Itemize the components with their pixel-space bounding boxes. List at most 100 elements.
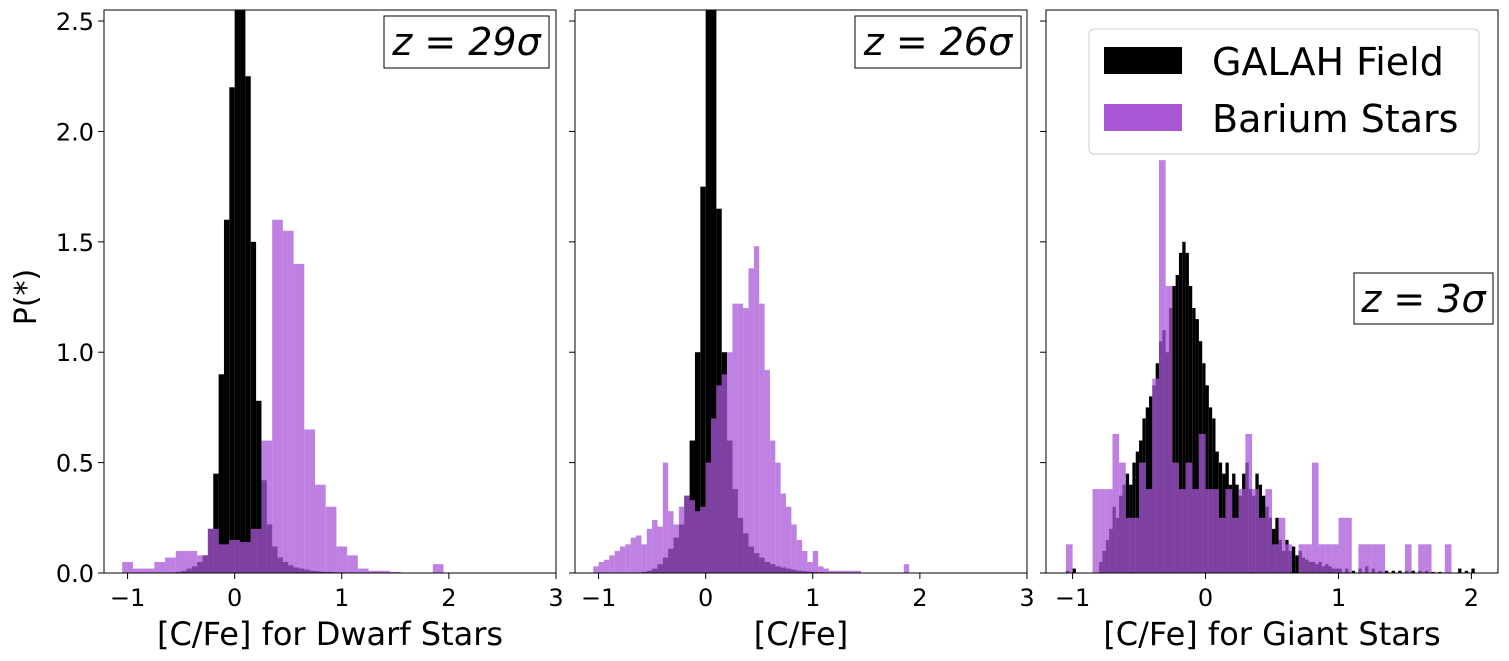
barium-bar [812,550,819,573]
barium-bar [796,539,803,573]
y-tick-label: 0.5 [56,450,94,478]
series-barium-stars [593,246,910,573]
barium-bar [807,561,813,573]
barium-bar [636,535,642,573]
barium-bar [304,429,315,573]
barium-bar [1198,433,1206,573]
y-tick-label: 2.0 [56,118,94,146]
barium-bar [700,506,706,573]
x-tick-label: 1 [805,584,820,612]
barium-bar [1238,489,1246,573]
barium-bar [646,528,653,573]
barium-bar [1132,517,1140,573]
barium-bar [689,500,695,573]
annotation-text: z = 29σ [391,20,542,64]
barium-bar [1165,285,1173,573]
barium-bar [780,493,787,573]
series-barium-stars [122,219,444,573]
barium-bar [432,564,444,573]
barium-bar [619,546,626,573]
barium-bar [240,542,251,573]
annotation-box [1353,272,1494,325]
field-bar [1188,285,1193,573]
field-bar [1291,546,1296,573]
barium-bar [603,559,610,573]
barium-bar [1139,462,1146,573]
barium-bar [1311,462,1319,573]
barium-bar [705,462,712,573]
barium-bar [272,219,283,573]
bars [1065,160,1475,573]
y-tick-label: 1.5 [56,229,94,257]
field-bar [1431,571,1435,573]
x-tick-label: 0 [227,584,242,612]
barium-bar [1378,544,1385,573]
barium-bar [368,570,380,573]
legend-swatch-barium-stars [1104,104,1182,131]
significance-annotation: z = 29σ [383,15,550,69]
barium-bar [1105,489,1113,573]
field-bar [705,10,712,573]
barium-bar [336,546,348,573]
legend-swatch-galah-field [1104,47,1182,74]
barium-bar [1252,489,1259,573]
barium-bar [1159,160,1166,573]
barium-bar [1112,433,1120,573]
barium-bar [743,308,749,573]
barium-bar [818,566,824,573]
bars [593,10,910,573]
x-tick-label: 0 [1198,584,1213,612]
x-tick-label: 2 [441,584,456,612]
barium-bar [1298,544,1306,573]
field-bar [234,10,241,573]
barium-bar [165,557,176,573]
field-bar [1471,568,1475,573]
barium-bar [1065,544,1073,573]
barium-bar [357,568,369,573]
barium-bar [764,369,770,573]
field-bar [711,10,717,573]
plot-frame [103,9,557,574]
plot-frame [574,9,1028,574]
panel-1: −1 0 1 2 3 0.0 0.5 1.0 1.5 2.0 2.5 [C/Fe] for Dwarf… [56,8,564,653]
barium-bar [1265,489,1272,573]
barium-bar [1365,544,1372,573]
field-bar [229,87,235,573]
barium-bar [737,303,744,573]
barium-bar [1099,489,1106,573]
barium-bar [753,246,760,573]
field-bar [1175,274,1179,573]
barium-bar [625,544,631,573]
barium-bar [143,568,155,573]
barium-bar [823,568,829,573]
barium-bar [652,520,658,573]
barium-bar [325,506,337,573]
barium-bar [694,511,701,573]
barium-bar [207,528,219,573]
barium-bar [1185,462,1193,573]
barium-bar [657,526,663,573]
barium-bar [1305,544,1312,573]
barium-bar [850,570,856,573]
barium-bar [609,555,615,573]
x-axis-label: [C/Fe] [754,615,848,653]
barium-bar [315,484,326,573]
barium-bar [1232,517,1239,573]
panel-3: −1 0 1 2 [C/Fe] for Giant Stars z = 3σ [1040,9,1499,653]
field-bar [1178,252,1183,573]
barium-bar [218,544,230,573]
barium-bar [1145,489,1153,573]
annotation-box [854,15,1022,69]
field-bar [1135,451,1140,573]
barium-bar [1172,462,1179,573]
field-bar [1205,385,1209,573]
barium-bar [1218,517,1226,573]
barium-bar [786,506,792,573]
x-tick-label: −1 [110,584,145,612]
annotation-box [383,15,550,69]
field-bar [256,400,262,573]
field-bar [1182,241,1186,573]
bars [122,10,444,573]
barium-bar [716,385,722,573]
